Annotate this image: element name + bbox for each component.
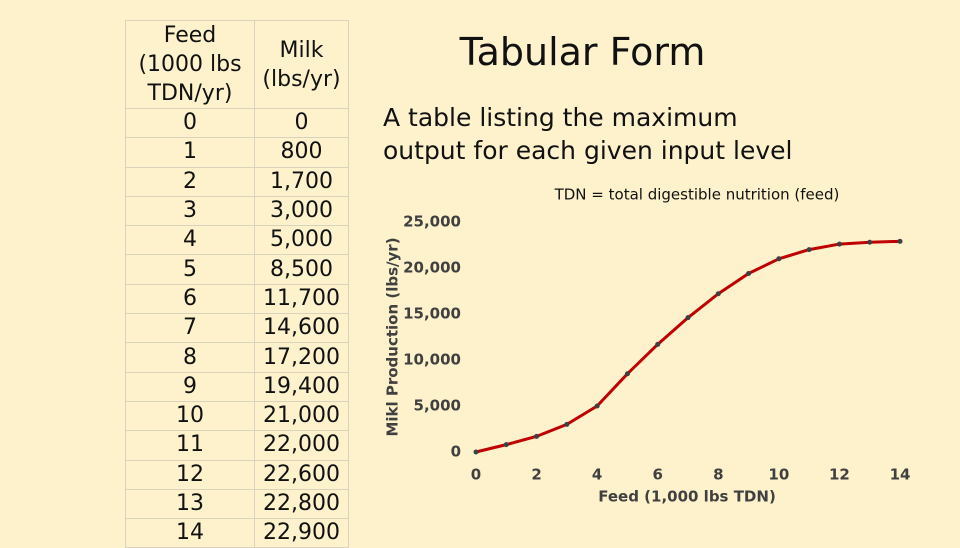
x-tick-label: 8 (713, 466, 723, 484)
table-row: 3 3,000 (125, 195, 349, 227)
table-cell: 9 (125, 371, 255, 402)
y-tick-label: 5,000 (414, 397, 461, 415)
table-header: Milk (lbs/yr) (254, 20, 349, 109)
table-header: Feed (1000 lbs TDN/yr) (125, 20, 255, 109)
marker (867, 239, 873, 245)
x-tick-label: 14 (890, 466, 911, 484)
table-cell: 8 (125, 342, 255, 373)
marker (534, 433, 540, 439)
marker (685, 315, 691, 321)
table-cell: 3,000 (254, 195, 349, 227)
slide-title: Tabular Form (459, 30, 706, 74)
table-cell: 13 (125, 488, 255, 520)
marker (655, 341, 661, 347)
table-cell: 6 (125, 283, 255, 315)
table-cell: 10 (125, 400, 255, 432)
x-axis-label: Feed (1,000 lbs TDN) (598, 488, 776, 506)
table-cell: 8,500 (254, 254, 349, 285)
table-cell: 1 (125, 137, 255, 168)
table-cell: 12 (125, 459, 255, 490)
x-tick-label: 12 (829, 466, 850, 484)
table-row: 1 800 (125, 137, 349, 168)
table-cell: 4 (125, 225, 255, 256)
y-tick-label: 0 (451, 443, 461, 461)
table-cell: 1,700 (254, 166, 349, 197)
marker (715, 291, 721, 297)
table-cell: 14,600 (254, 313, 349, 344)
x-tick-label: 0 (471, 466, 481, 484)
table-cell: 7 (125, 313, 255, 344)
table-cell: 17,200 (254, 342, 349, 373)
table-row: 11 22,000 (125, 430, 349, 461)
marker (624, 371, 630, 377)
table-row: 10 21,000 (125, 400, 349, 432)
y-tick-label: 25,000 (403, 213, 461, 231)
table-row: 8 17,200 (125, 342, 349, 373)
table-row: 4 5,000 (125, 225, 349, 256)
table-row: 9 19,400 (125, 371, 349, 402)
table-cell: 22,800 (254, 488, 349, 520)
marker (746, 271, 752, 277)
table-row: 6 11,700 (125, 283, 349, 315)
x-tick-label: 2 (531, 466, 541, 484)
table-cell: 5 (125, 254, 255, 285)
line (475, 239, 901, 454)
x-tick-label: 10 (768, 466, 789, 484)
y-tick-label: 15,000 (403, 305, 461, 323)
description: A table listing the maximum output for e… (383, 103, 793, 165)
marker (594, 403, 600, 409)
marker (473, 449, 479, 455)
y-tick-label: 20,000 (403, 259, 461, 277)
table-cell: 22,000 (254, 430, 349, 461)
marker (897, 238, 903, 244)
table-row: 12 22,600 (125, 459, 349, 490)
marker (503, 442, 509, 448)
chart-title: TDN = total digestible nutrition (feed) (554, 186, 840, 204)
y-tick-label: 10,000 (403, 351, 461, 369)
table-cell: 2 (125, 166, 255, 197)
marker (806, 247, 812, 253)
table-row: 13 22,800 (125, 488, 349, 520)
marker (564, 421, 570, 427)
table-row: 5 8,500 (125, 254, 349, 285)
marker (776, 256, 782, 262)
table-cell: 5,000 (254, 225, 349, 256)
table-row: 2 1,700 (125, 166, 349, 197)
marker (836, 241, 842, 247)
table-cell: 800 (254, 137, 349, 168)
table-row: 7 14,600 (125, 313, 349, 344)
y-axis-label: Mikl Production (lbs/yr) (384, 237, 402, 436)
table-cell: 11,700 (254, 283, 349, 315)
x-tick-label: 6 (652, 466, 662, 484)
table-cell: 22,600 (254, 459, 349, 490)
x-tick-label: 4 (592, 466, 602, 484)
table-cell: 21,000 (254, 400, 349, 432)
table-cell: 19,400 (254, 371, 349, 402)
